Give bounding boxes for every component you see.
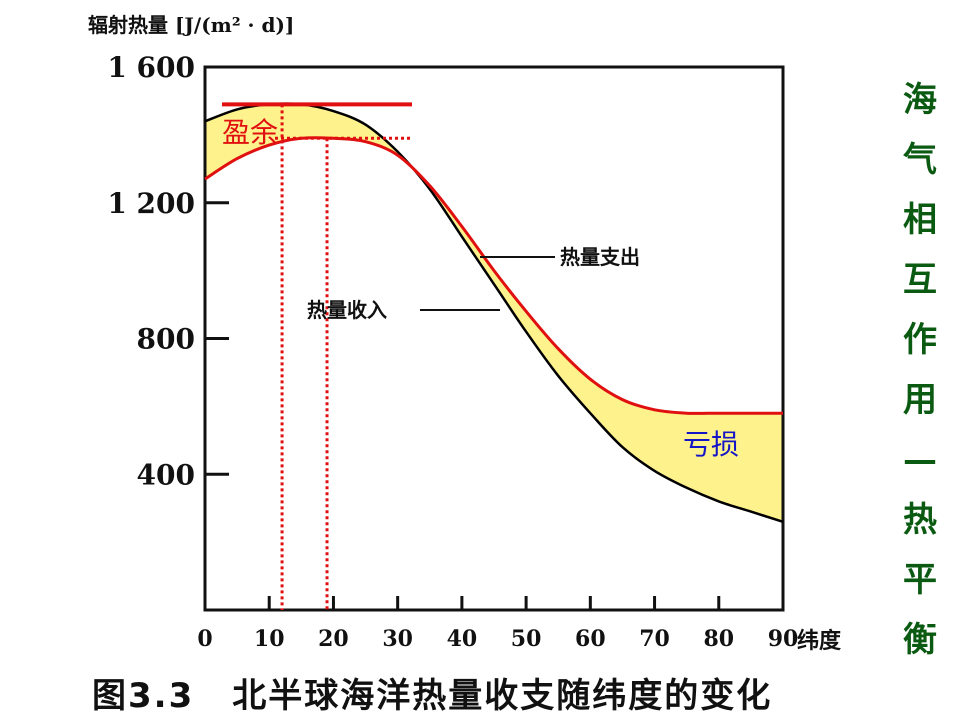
side-title-char: 互 — [903, 260, 937, 300]
plot-border — [203, 65, 785, 612]
side-title-char: 相 — [903, 200, 937, 240]
surplus-loss-band — [205, 103, 783, 522]
y-tick-label: 1 600 — [107, 51, 195, 84]
x-tick-label: 60 — [575, 626, 606, 652]
side-title-char: 气 — [903, 140, 937, 180]
side-title-char: — — [903, 440, 937, 480]
side-title: 海气相互作用 — 热平衡 — [895, 70, 945, 670]
side-title-char: 海 — [903, 80, 937, 120]
y-axis-title: 辐射热量 [J/(m² · d)] — [88, 13, 294, 37]
side-title-char: 用 — [903, 380, 937, 420]
surplus-label: 盈余 — [222, 116, 278, 149]
side-title-char: 作 — [903, 320, 937, 360]
side-title-char: 衡 — [903, 620, 937, 660]
y-tick-label: 800 — [137, 323, 195, 356]
income-label: 热量收入 — [307, 298, 387, 322]
figure-number: 图3.3 — [92, 676, 195, 716]
side-title-char: 平 — [903, 560, 937, 600]
band-layer — [205, 103, 783, 522]
x-tick-label: 30 — [382, 626, 413, 652]
y-tick-label: 1 200 — [107, 187, 195, 220]
x-tick-label: 70 — [639, 626, 670, 652]
plot-frame — [203, 65, 785, 612]
x-tick-label: 10 — [254, 626, 285, 652]
x-tick-label: 20 — [318, 626, 349, 652]
x-tick-label: 80 — [703, 626, 734, 652]
y-tick-label: 400 — [137, 458, 195, 491]
side-title-char: 热 — [903, 500, 937, 540]
x-tick-label: 0 — [197, 626, 212, 652]
x-axis-title: 纬度 — [797, 628, 842, 654]
x-tick-label: 40 — [447, 626, 478, 652]
figure-caption: 图3.3 北半球海洋热量收支随纬度的变化 — [92, 668, 772, 717]
x-tick-label: 90 — [768, 626, 799, 652]
loss-label: 亏损 — [683, 428, 739, 461]
figure-title: 北半球海洋热量收支随纬度的变化 — [232, 676, 773, 716]
x-tick-label: 50 — [511, 626, 542, 652]
expense-label: 热量支出 — [560, 245, 640, 269]
tick-layer: 0 10 20 30 40 50 60 70 80 90 400 800 1 200 1 600 — [107, 51, 798, 652]
